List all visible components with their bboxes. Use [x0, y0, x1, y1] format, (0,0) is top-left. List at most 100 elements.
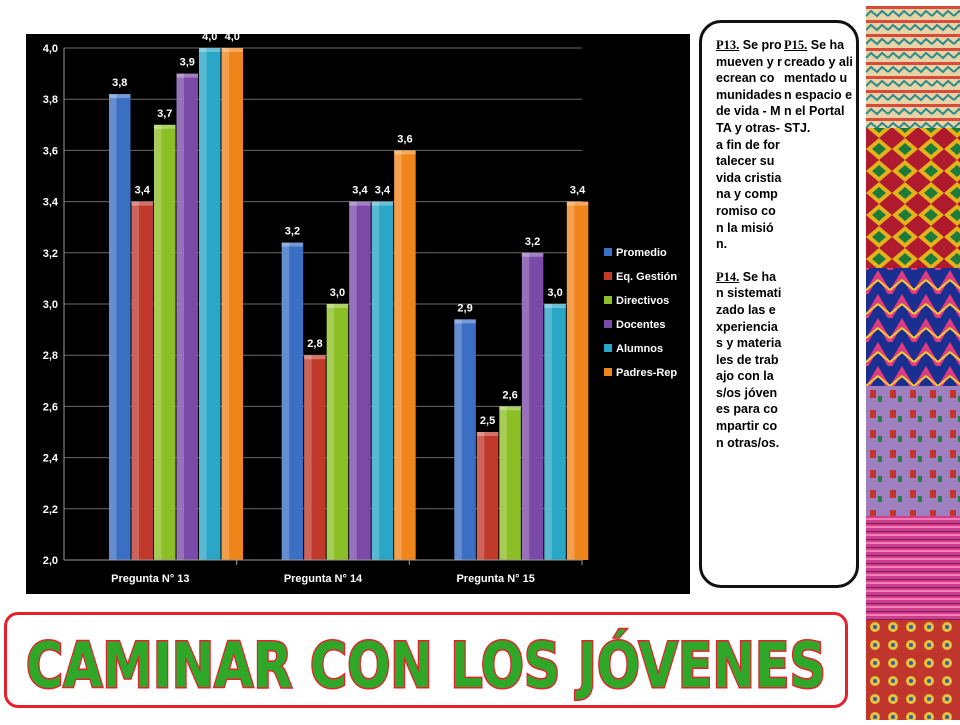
bar-highlight — [281, 242, 290, 560]
legend-swatch — [604, 344, 612, 352]
x-category-label: Pregunta N° 14 — [284, 573, 363, 585]
bar-data-label: 3,4 — [375, 185, 391, 197]
legend-label: Eq. Gestión — [616, 271, 677, 283]
bar-data-label: 3,4 — [570, 185, 586, 197]
p13-text: Se promueven y recrean comunidades de vi… — [716, 38, 783, 252]
bar-highlight — [544, 304, 552, 560]
bar-highlight — [521, 252, 530, 561]
bar-highlight — [349, 201, 357, 560]
bar — [176, 73, 198, 560]
y-tick-label: 4,0 — [43, 43, 58, 55]
bar — [154, 124, 176, 561]
legend-label: Docentes — [616, 319, 666, 331]
bar-top-bevel — [326, 304, 349, 308]
p13-label: P13. — [716, 38, 740, 52]
bar — [281, 242, 304, 560]
bar-data-label: 3,9 — [180, 57, 195, 69]
legend-swatch — [604, 248, 612, 256]
title-banner: CAMINAR CON LOS JÓVENES — [25, 628, 828, 704]
bar-data-label: 3,0 — [547, 287, 562, 299]
legend-label: Promedio — [616, 247, 667, 259]
notes-column-left: P13. Se promueven y recrean comunidades … — [716, 37, 782, 451]
bar-top-bevel — [371, 201, 394, 206]
p15-label: P15. — [784, 38, 808, 52]
title-banner-frame: CAMINAR CON LOS JÓVENES — [4, 612, 848, 708]
bar-top-bevel — [131, 201, 153, 206]
bar — [394, 150, 416, 560]
y-tick-label: 2,4 — [43, 453, 59, 465]
bar-top-bevel — [304, 355, 326, 360]
bar-highlight — [476, 432, 485, 560]
bar-highlight — [371, 201, 380, 560]
y-tick-label: 3,8 — [43, 94, 58, 106]
bar — [221, 48, 243, 560]
bar-data-label: 4,0 — [225, 34, 240, 43]
y-tick-label: 2,2 — [43, 504, 58, 516]
bar — [304, 355, 326, 560]
bar-highlight — [176, 73, 185, 560]
bar-chart-panel: 3,8 3,4 3,7 3,9 4,0 4,0 3,2 2,8 3,0 3,4 3,4 3,6 2,9 2… — [26, 34, 690, 594]
bar-top-bevel — [221, 48, 243, 52]
bar-top-bevel — [349, 201, 371, 206]
bar — [454, 319, 476, 560]
bar-highlight — [131, 201, 140, 560]
bar-highlight — [304, 355, 312, 560]
bar-data-label: 4,0 — [202, 34, 217, 43]
bar — [326, 304, 349, 560]
woven-textile-decoration — [866, 6, 960, 720]
bar — [544, 304, 566, 560]
bar-highlight — [221, 48, 230, 560]
bar-top-bevel — [499, 406, 521, 411]
bar-data-label: 2,5 — [480, 415, 495, 427]
bar-data-label: 3,0 — [330, 287, 345, 299]
legend-label: Alumnos — [616, 343, 663, 355]
bar-highlight — [109, 94, 117, 560]
bar-highlight — [326, 304, 335, 560]
bar — [109, 94, 131, 560]
p14-label: P14. — [716, 269, 740, 284]
bar-highlight — [566, 201, 575, 560]
bar — [349, 201, 371, 560]
legend-swatch — [604, 368, 612, 376]
bar — [199, 48, 221, 560]
bar-data-label: 2,6 — [502, 389, 517, 401]
bar-highlight — [154, 124, 162, 561]
bar-data-label: 3,2 — [285, 226, 300, 238]
bar-highlight — [499, 406, 507, 560]
bar-chart: 3,8 3,4 3,7 3,9 4,0 4,0 3,2 2,8 3,0 3,4 3,4 3,6 2,9 2… — [43, 34, 678, 585]
bar-top-bevel — [566, 201, 589, 206]
bar-top-bevel — [154, 124, 176, 129]
x-category-label: Pregunta N° 15 — [456, 573, 534, 585]
bar-top-bevel — [176, 73, 198, 78]
y-tick-label: 3,6 — [43, 145, 58, 157]
legend-swatch — [604, 272, 612, 280]
bar — [566, 201, 589, 560]
bar-top-bevel — [394, 150, 416, 155]
bar — [476, 432, 499, 560]
bar-top-bevel — [199, 48, 221, 52]
legend-label: Padres-Rep — [616, 367, 677, 379]
bar-highlight — [394, 150, 402, 560]
bar — [521, 252, 544, 561]
legend-label: Directivos — [616, 295, 669, 307]
bar-data-label: 3,4 — [352, 185, 368, 197]
bar-top-bevel — [521, 252, 544, 257]
p15-text: Se ha creado y alimentado un espacio en … — [784, 38, 853, 135]
notes-column-right: P15. Se ha creado y alimentado un espaci… — [784, 37, 854, 137]
bar-top-bevel — [544, 304, 566, 308]
bar-highlight — [199, 48, 207, 560]
y-tick-label: 2,8 — [43, 350, 58, 362]
bar-top-bevel — [454, 319, 476, 324]
legend-swatch — [604, 320, 612, 328]
bar-data-label: 3,4 — [135, 185, 151, 197]
bar-data-label: 2,8 — [307, 338, 322, 350]
bar-top-bevel — [109, 94, 131, 99]
bar-top-bevel — [476, 432, 499, 436]
questions-notes-box: P13. Se promueven y recrean comunidades … — [699, 20, 859, 588]
bar — [371, 201, 394, 560]
bar-data-label: 2,9 — [457, 302, 472, 314]
x-category-label: Pregunta N° 13 — [111, 573, 189, 585]
y-tick-label: 3,2 — [43, 248, 58, 260]
banner-title: CAMINAR CON LOS JÓVENES — [26, 629, 826, 702]
y-tick-label: 3,0 — [43, 299, 58, 311]
